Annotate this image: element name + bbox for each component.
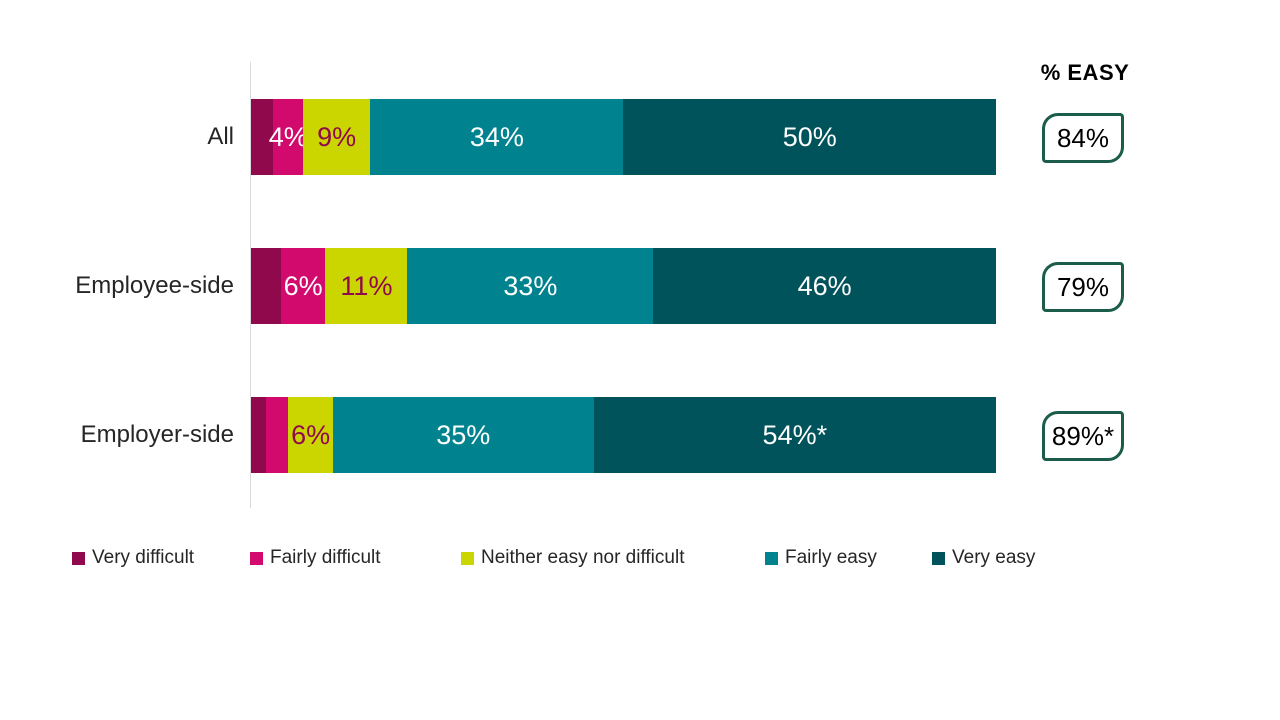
pct-easy-value-box: 84%	[1042, 113, 1124, 163]
bar-segment: 50%	[623, 99, 996, 175]
segment-value-label: 54%*	[762, 419, 828, 450]
legend-label: Neither easy nor difficult	[481, 547, 685, 568]
bar-segment: 11%	[325, 248, 408, 324]
y-axis-line	[250, 62, 251, 508]
bar-segment: 9%	[303, 99, 371, 175]
legend-label: Fairly easy	[785, 547, 877, 568]
stacked-bar: 4% 9% 34% 50%	[251, 99, 996, 175]
bar-segment: 54%*	[593, 397, 996, 473]
legend-label: Very easy	[952, 547, 1036, 568]
pct-easy-value-box: 89%*	[1042, 411, 1124, 461]
stacked-bar: 6% 35% 54%*	[251, 397, 996, 473]
bar-segment: 46%	[653, 248, 996, 324]
pct-easy-header: % EASY	[1040, 60, 1130, 85]
segment-value-label: 9%	[317, 121, 357, 152]
segment-value-label: 11%	[340, 270, 393, 301]
legend-item: Fairly difficult	[250, 544, 381, 572]
bar-segment	[265, 397, 289, 473]
legend-swatch-icon	[72, 551, 85, 565]
legend-swatch-icon	[461, 551, 474, 565]
bar-segment: 33%	[407, 248, 654, 324]
segment-value-label: 46%	[797, 270, 852, 301]
legend-swatch-icon	[932, 551, 945, 565]
segment-value-label: 50%	[782, 121, 837, 152]
category-label: Employer-side	[80, 421, 234, 448]
category-label: All	[207, 123, 234, 150]
segment-value-label: 34%	[469, 121, 524, 152]
category-label: Employee-side	[75, 272, 234, 299]
legend-item: Fairly easy	[765, 544, 877, 572]
stacked-bar: 6% 11% 33% 46%	[251, 248, 996, 324]
legend-item: Neither easy nor difficult	[461, 544, 684, 572]
legend-swatch-icon	[765, 551, 778, 565]
chart-legend: Very difficult Fairly difficult Neither ea…	[0, 544, 1280, 572]
segment-value-label: 35%	[436, 419, 491, 450]
legend-label: Fairly difficult	[270, 547, 381, 568]
legend-item: Very easy	[932, 544, 1035, 572]
segment-value-label: 4%	[268, 121, 308, 152]
bar-segment	[251, 397, 266, 473]
bar-segment: 35%	[332, 397, 594, 473]
bar-segment: 4%	[269, 99, 308, 175]
pct-easy-value-box: 79%	[1042, 262, 1124, 312]
segment-value-label: 33%	[503, 270, 558, 301]
legend-item: Very difficult	[72, 544, 194, 572]
bar-segment	[251, 99, 274, 175]
bar-segment: 6%	[288, 397, 333, 473]
segment-value-label: 6%	[283, 270, 323, 301]
segment-value-label: 6%	[291, 419, 331, 450]
bar-segment	[251, 248, 281, 324]
bar-segment: 34%	[370, 99, 624, 175]
legend-label: Very difficult	[92, 547, 195, 568]
bar-segment: 6%	[280, 248, 326, 324]
legend-swatch-icon	[250, 551, 263, 565]
